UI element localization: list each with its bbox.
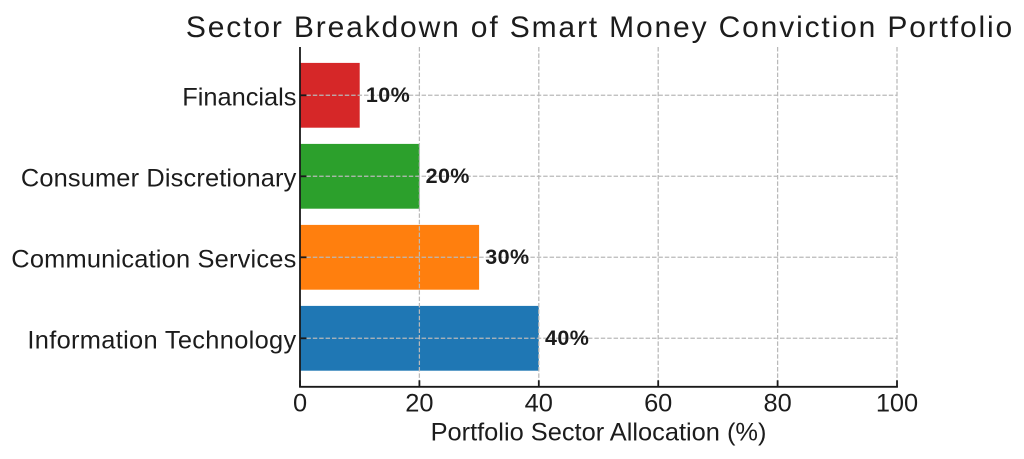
svg-text:20: 20	[405, 389, 433, 417]
svg-text:Sector Breakdown of Smart Mone: Sector Breakdown of Smart Money Convicti…	[186, 11, 1014, 44]
svg-text:10%: 10%	[366, 83, 410, 107]
svg-text:80: 80	[763, 389, 791, 417]
svg-text:Financials: Financials	[182, 83, 296, 111]
svg-text:30%: 30%	[485, 245, 529, 269]
svg-text:0: 0	[293, 389, 307, 417]
svg-text:Information Technology: Information Technology	[27, 326, 296, 354]
svg-text:Consumer Discretionary: Consumer Discretionary	[21, 164, 297, 192]
svg-text:20%: 20%	[426, 164, 470, 188]
svg-text:40: 40	[525, 389, 553, 417]
svg-text:100: 100	[876, 389, 918, 417]
svg-text:Portfolio Sector Allocation (%: Portfolio Sector Allocation (%)	[431, 419, 767, 447]
svg-text:60: 60	[644, 389, 672, 417]
svg-text:Communication Services: Communication Services	[11, 245, 296, 273]
svg-text:40%: 40%	[545, 326, 589, 350]
